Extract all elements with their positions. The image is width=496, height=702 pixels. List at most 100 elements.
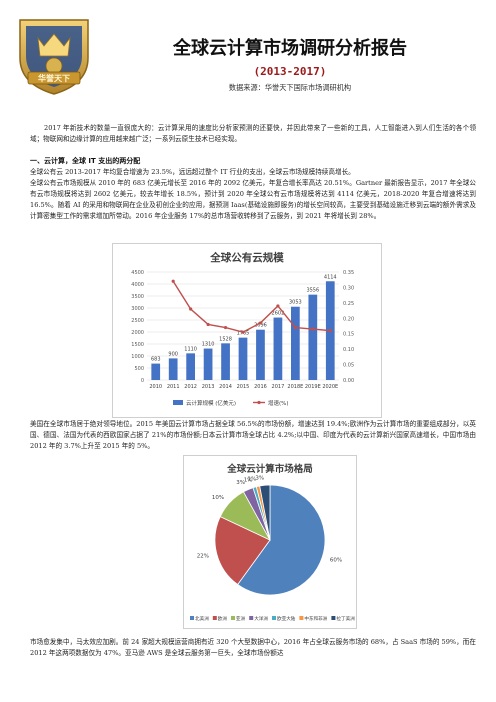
line-point — [189, 307, 193, 311]
slice-label: 3% — [255, 475, 264, 481]
line-point — [171, 279, 175, 283]
report-title: 全球云计算市场调研分析报告 — [173, 38, 407, 59]
bar-value-label: 900 — [168, 351, 178, 357]
y-right-tick: 0.05 — [343, 363, 354, 369]
legend-bar-label: 云计算规模 (亿美元) — [186, 399, 236, 407]
chart-title: 全球公有云规模 — [209, 251, 284, 264]
legend-swatch — [190, 616, 194, 620]
y-left-tick: 4000 — [131, 282, 144, 288]
growth-line — [172, 280, 331, 333]
logo-text: 华誉天下 — [38, 73, 70, 83]
market-share-chart: 全球云计算市场格局 60% 22% 10% 3%1%1% 3% 北美洲 欧洲 亚洲 大洋洲 欧亚大陆… — [183, 455, 357, 629]
bar — [273, 317, 283, 380]
slice-label: 60% — [330, 557, 342, 563]
legend-label: 中东和非洲 — [304, 615, 327, 622]
y-left-tick: 0 — [141, 378, 144, 384]
pie-slice — [237, 484, 326, 596]
bar-value-label: 3053 — [289, 300, 302, 306]
bar — [221, 343, 230, 380]
slice-label: 1% — [244, 478, 253, 484]
y-right-tick: 0.20 — [343, 316, 354, 322]
y-left-tick: 3000 — [131, 306, 144, 312]
line-point — [223, 325, 228, 330]
y-left-tick: 500 — [134, 366, 144, 372]
legend-label: 北美洲 — [195, 615, 209, 622]
bar — [168, 358, 178, 380]
section1-paragraph-1: 全球公有云 2013-2017 年均复合增速为 23.5%，远远超过整个 IT … — [30, 168, 355, 176]
y-left-tick: 1500 — [131, 342, 144, 348]
y-left-tick: 2500 — [131, 318, 144, 324]
line-point — [241, 330, 245, 334]
pie-slice — [259, 484, 271, 541]
legend-line-marker — [257, 400, 261, 405]
bar-value-label: 683 — [151, 357, 161, 363]
legend-label: 亚洲 — [236, 616, 246, 622]
bar-value-label: 3556 — [306, 288, 319, 294]
x-tick: 2015 — [237, 384, 250, 390]
bar-value-label: 2602 — [272, 311, 285, 317]
section3-paragraph: 市场愈发集中，马太效应加剧。前 24 家超大规模运营商拥有近 320 个大型数据… — [30, 638, 476, 657]
section-heading: 一、云计算，全球 IT 支出的两分配 — [30, 157, 141, 165]
slice-label: 3% — [236, 480, 245, 486]
x-tick: 2019E — [305, 384, 321, 390]
legend-label: 大洋洲 — [254, 615, 268, 622]
slice-label: 10% — [212, 495, 224, 501]
y-left-tick: 4500 — [131, 270, 144, 276]
bar — [186, 353, 195, 380]
y-right-tick: 0.35 — [343, 270, 354, 276]
legend-swatch — [272, 616, 276, 620]
y-right-tick: 0.25 — [343, 301, 354, 307]
public-cloud-chart: 全球公有云规模 0 500 1000 1500 2000 2500 3000 3500 4000 4… — [112, 243, 382, 418]
legend-swatch — [249, 616, 254, 620]
legend-line-label: 增速(%) — [268, 399, 289, 407]
line-point — [311, 327, 315, 331]
bar — [308, 294, 318, 380]
legend-label: 欧洲 — [218, 615, 228, 622]
line-point — [206, 322, 210, 327]
y-right-tick: 0.30 — [343, 285, 354, 291]
bar-value-label: 1110 — [184, 346, 197, 352]
y-right-tick: 0.00 — [343, 378, 354, 384]
legend-swatch — [212, 616, 217, 620]
x-tick: 2012 — [184, 384, 197, 390]
slice-label: 22% — [197, 554, 209, 560]
bar-value-label: 1528 — [219, 336, 232, 342]
section2-paragraph: 美国在全球市场居于绝对领导地位。2015 年美国云计算市场占据全球 56.5%的… — [30, 420, 476, 450]
y-right-tick: 0.15 — [343, 332, 354, 338]
line-point — [276, 304, 280, 308]
legend-swatch — [331, 616, 336, 620]
data-source: 数据来源：华誉天下国际市场调研机构 — [228, 83, 352, 92]
x-tick: 2018E — [287, 384, 303, 390]
slice-label: 1% — [248, 477, 257, 483]
section1-paragraph-2: 全球公有云市场规模从 2010 年的 683 亿美元增长至 2016 年的 20… — [30, 179, 476, 220]
x-tick: 2013 — [202, 384, 215, 390]
legend-swatch — [231, 616, 235, 620]
bar-value-label: 1310 — [202, 342, 215, 348]
line-point — [328, 329, 332, 333]
x-tick: 2010 — [149, 384, 162, 390]
legend-swatch — [299, 616, 304, 620]
bar — [238, 337, 248, 380]
legend-bar-swatch — [173, 400, 183, 405]
line-point — [293, 325, 297, 330]
bar-value-label: 2096 — [254, 323, 267, 329]
intro-paragraph: 2017 年新技术的数量一直很庞大的：云计算采用的速度比分析家预测的还要快，并因… — [30, 124, 476, 143]
y-right-tick: 0.10 — [343, 347, 354, 353]
x-tick: 2017 — [272, 384, 285, 390]
line-point — [258, 321, 263, 325]
x-tick: 2016 — [254, 384, 267, 390]
bar — [151, 363, 161, 380]
legend-label: 拉丁美洲 — [336, 615, 355, 622]
bar-value-label: 4114 — [324, 274, 337, 280]
x-tick: 2020E — [322, 384, 338, 390]
report-period: (2013-2017) — [253, 65, 327, 78]
bar — [256, 329, 265, 380]
brand-logo: 华誉天下 — [19, 19, 89, 95]
y-left-tick: 1000 — [131, 354, 144, 360]
x-tick: 2014 — [219, 384, 232, 390]
bar — [291, 306, 300, 380]
chart-title: 全球云计算市场格局 — [226, 463, 313, 475]
y-left-tick: 2000 — [131, 330, 144, 336]
x-tick: 2011 — [167, 384, 180, 390]
